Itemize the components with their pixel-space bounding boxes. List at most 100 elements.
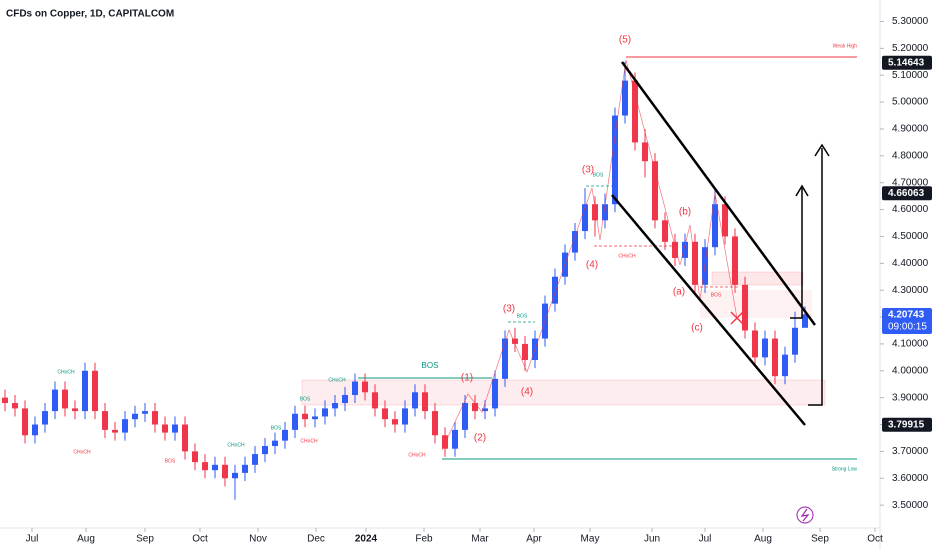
candle-body: [182, 424, 188, 452]
y-tick-label: 4.90000: [892, 124, 929, 135]
candle-body: [332, 403, 338, 409]
x-tick-label: Apr: [526, 534, 542, 545]
candle-body: [642, 142, 648, 162]
candle-body: [652, 161, 658, 221]
candle-body: [552, 276, 558, 304]
wave-label: (2): [474, 433, 486, 444]
countdown-label: 09:00:15: [888, 322, 927, 333]
candle-body: [592, 204, 598, 221]
candle-body: [232, 472, 238, 479]
wave-label: (1): [461, 373, 473, 384]
candle-body: [462, 403, 468, 430]
candle-body: [572, 231, 578, 253]
arrow-head: [814, 143, 830, 157]
candle-body: [322, 408, 328, 417]
candle-body: [712, 204, 718, 248]
candle-body: [72, 408, 78, 412]
choch-label: CHoCH: [328, 377, 346, 383]
choch-label: CHoCH: [300, 438, 318, 444]
candle-body: [602, 204, 608, 221]
candle-body: [802, 314, 808, 328]
x-tick-label: Aug: [77, 534, 95, 545]
y-tick-label: 4.40000: [892, 258, 929, 269]
candle-body: [102, 411, 108, 430]
y-tick-label: 4.60000: [892, 204, 929, 215]
candle-body: [22, 408, 28, 436]
channel-lower: [611, 194, 806, 426]
choch-label: CHoCH: [227, 442, 245, 448]
candle-body: [412, 392, 418, 409]
candle-body: [42, 411, 48, 425]
y-tick-label: 3.70000: [892, 446, 929, 457]
x-tick-label: Aug: [754, 534, 772, 545]
x-tick-label: Dec: [307, 534, 325, 545]
candle-body: [722, 204, 728, 237]
bos-label: BOS: [271, 425, 282, 431]
y-tick-label: 3.60000: [892, 473, 929, 484]
chart-title: CFDs on Copper, 1D, CAPITALCOM: [6, 9, 174, 20]
x-tick-label: Jun: [644, 534, 660, 545]
candle-body: [262, 446, 268, 455]
candle-body: [742, 284, 748, 331]
candle-body: [402, 408, 408, 425]
target-arrow: [790, 188, 803, 319]
candle-body: [122, 419, 128, 433]
candle-body: [12, 403, 18, 409]
price-marker: [882, 308, 932, 335]
y-tick-label: 4.80000: [892, 150, 929, 161]
price-marker-label: 5.14643: [888, 57, 925, 68]
price-marker: [882, 186, 932, 201]
candle-body: [202, 462, 208, 471]
candle-body: [132, 413, 138, 420]
arrow-head: [795, 184, 809, 197]
wave-label: (c): [691, 323, 703, 334]
candle-body: [302, 413, 308, 420]
wave-label: (4): [586, 260, 598, 271]
x-tick-label: Jul: [699, 534, 712, 545]
candle-body: [312, 416, 318, 420]
candle-body: [192, 451, 198, 463]
candle-body: [372, 392, 378, 409]
candle-body: [152, 411, 158, 425]
bos-label: BOS: [165, 458, 176, 464]
y-tick-label: 5.30000: [892, 16, 929, 27]
candle-body: [282, 429, 288, 441]
x-tick-label: Jul: [26, 534, 39, 545]
y-tick-label: 4.70000: [892, 177, 929, 188]
choch-label: CHoCH: [73, 449, 91, 455]
candle-body: [662, 220, 668, 242]
y-tick-label: 5.20000: [892, 43, 929, 54]
price-marker: [882, 417, 932, 432]
y-tick-label: 5.00000: [892, 97, 929, 108]
x-tick-label: Oct: [192, 534, 208, 545]
bos-label: BOS: [300, 396, 311, 402]
candle-body: [472, 403, 478, 412]
candle-body: [782, 354, 788, 377]
candle-body: [752, 330, 758, 358]
candle-body: [522, 343, 528, 361]
x-tick-label: May: [581, 534, 600, 545]
candle-body: [292, 413, 298, 430]
x-tick-label: 2024: [355, 534, 378, 545]
choch-label: CHoCH: [618, 253, 636, 259]
demand-zone: [301, 379, 826, 406]
candle-body: [732, 236, 738, 285]
candle-body: [382, 408, 388, 420]
channel-upper: [620, 61, 817, 326]
y-tick-label: 4.30000: [892, 285, 929, 296]
y-tick-label: 5.10000: [892, 70, 929, 81]
candle-body: [272, 440, 278, 447]
candle-body: [582, 204, 588, 232]
candle-body: [362, 381, 368, 393]
candle-body: [172, 424, 178, 433]
candle-body: [632, 80, 638, 143]
x-tick-label: Feb: [415, 534, 433, 545]
candle-body: [162, 424, 168, 433]
candle-body: [62, 389, 68, 409]
y-tick-label: 4.00000: [892, 365, 929, 376]
candle-body: [112, 429, 118, 433]
candle-body: [452, 429, 458, 449]
candle-body: [2, 397, 8, 404]
candle-body: [622, 80, 628, 116]
candle-body: [222, 464, 228, 479]
